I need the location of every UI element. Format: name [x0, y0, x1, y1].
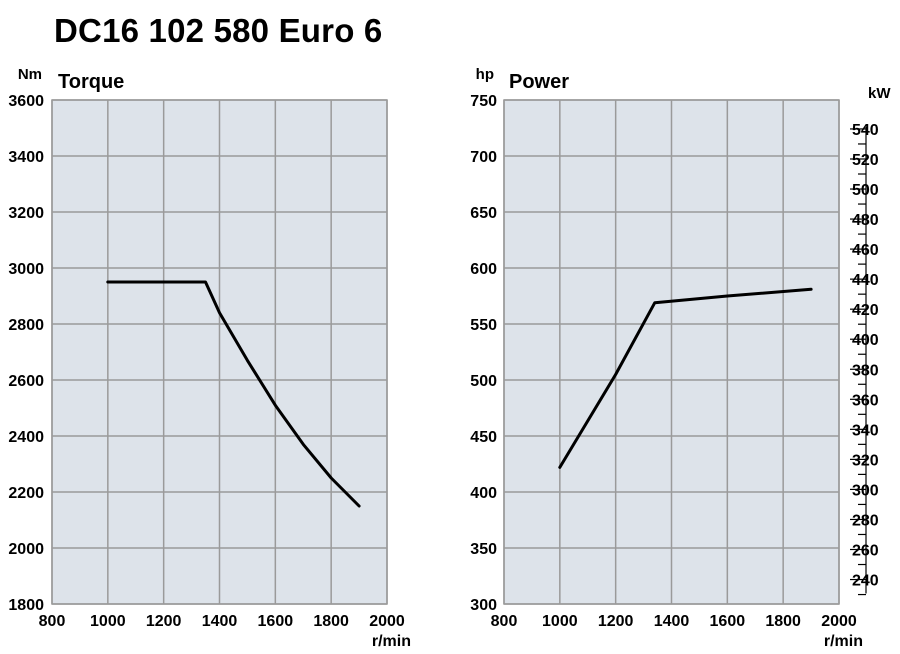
kw-tick-label: 420 [852, 302, 879, 319]
x-tick-label: 1600 [710, 613, 746, 630]
y-tick-label: 750 [470, 93, 497, 110]
y-tick-label: 700 [470, 149, 497, 166]
x-tick-label: 1400 [202, 613, 238, 630]
y-tick-label: 2600 [8, 373, 44, 390]
kw-tick-label: 320 [852, 452, 879, 469]
kw-tick-label: 260 [852, 542, 879, 559]
y-tick-label: 3000 [8, 261, 44, 278]
y-tick-label: 450 [470, 429, 497, 446]
kw-tick-label: 340 [852, 422, 879, 439]
kw-tick-label: 440 [852, 272, 879, 289]
kw-tick-label: 500 [852, 182, 879, 199]
x-tick-label: 2000 [821, 613, 857, 630]
kw-tick-label: 360 [852, 392, 879, 409]
y-tick-label: 2200 [8, 485, 44, 502]
x-tick-label: 1800 [313, 613, 349, 630]
power-curve [558, 287, 813, 469]
x-tick-label: 1400 [654, 613, 690, 630]
y-tick-label: 3400 [8, 149, 44, 166]
kw-tick-label: 480 [852, 212, 879, 229]
chart-title: Power [509, 71, 569, 93]
kw-tick-label: 240 [852, 573, 879, 590]
y-tick-label: 3600 [8, 93, 44, 110]
y-tick-label: 2800 [8, 317, 44, 334]
y-tick-label: 400 [470, 485, 497, 502]
kw-tick-label: 460 [852, 242, 879, 259]
x-tick-label: 1200 [146, 613, 182, 630]
y-tick-label: 300 [470, 597, 497, 614]
y-tick-label: 600 [470, 261, 497, 278]
page-title: DC16 102 580 Euro 6 [54, 12, 383, 49]
x-tick-label: 2000 [369, 613, 405, 630]
y-tick-label: 550 [470, 317, 497, 334]
power-chart: 300 350 400 450 500 550 600 650 700 750 800 1000 120… [470, 66, 891, 650]
y-tick-label: 350 [470, 541, 497, 558]
x-axis-label: r/min [372, 633, 411, 650]
kw-tick-label: 400 [852, 332, 879, 349]
y-tick-label: 3200 [8, 205, 44, 222]
y-tick-label: 500 [470, 373, 497, 390]
x-tick-label: 800 [39, 613, 66, 630]
x-axis-label: r/min [824, 633, 863, 650]
x-tick-label: 1800 [765, 613, 801, 630]
y-axis-label: hp [476, 66, 494, 83]
y-tick-label: 2000 [8, 541, 44, 558]
chart-title: Torque [58, 71, 124, 93]
y-axis-label: Nm [18, 66, 42, 83]
x-tick-label: 1000 [90, 613, 126, 630]
kw-tick-label: 280 [852, 512, 879, 529]
x-tick-label: 1200 [598, 613, 634, 630]
x-tick-label: 1000 [542, 613, 578, 630]
y-tick-label: 1800 [8, 597, 44, 614]
kw-tick-label: 540 [852, 122, 879, 139]
y-tick-label: 2400 [8, 429, 44, 446]
x-tick-label: 800 [491, 613, 518, 630]
kw-axis-label: kW [868, 85, 891, 102]
torque-chart: 1800 2000 2200 2400 2600 2800 3000 3200 3400 3600… [8, 66, 411, 650]
kw-tick-label: 380 [852, 362, 879, 379]
x-tick-label: 1600 [258, 613, 294, 630]
torque-curve [106, 280, 361, 508]
kw-tick-label: 300 [852, 482, 879, 499]
kw-tick-label: 520 [852, 152, 879, 169]
y-tick-label: 650 [470, 205, 497, 222]
